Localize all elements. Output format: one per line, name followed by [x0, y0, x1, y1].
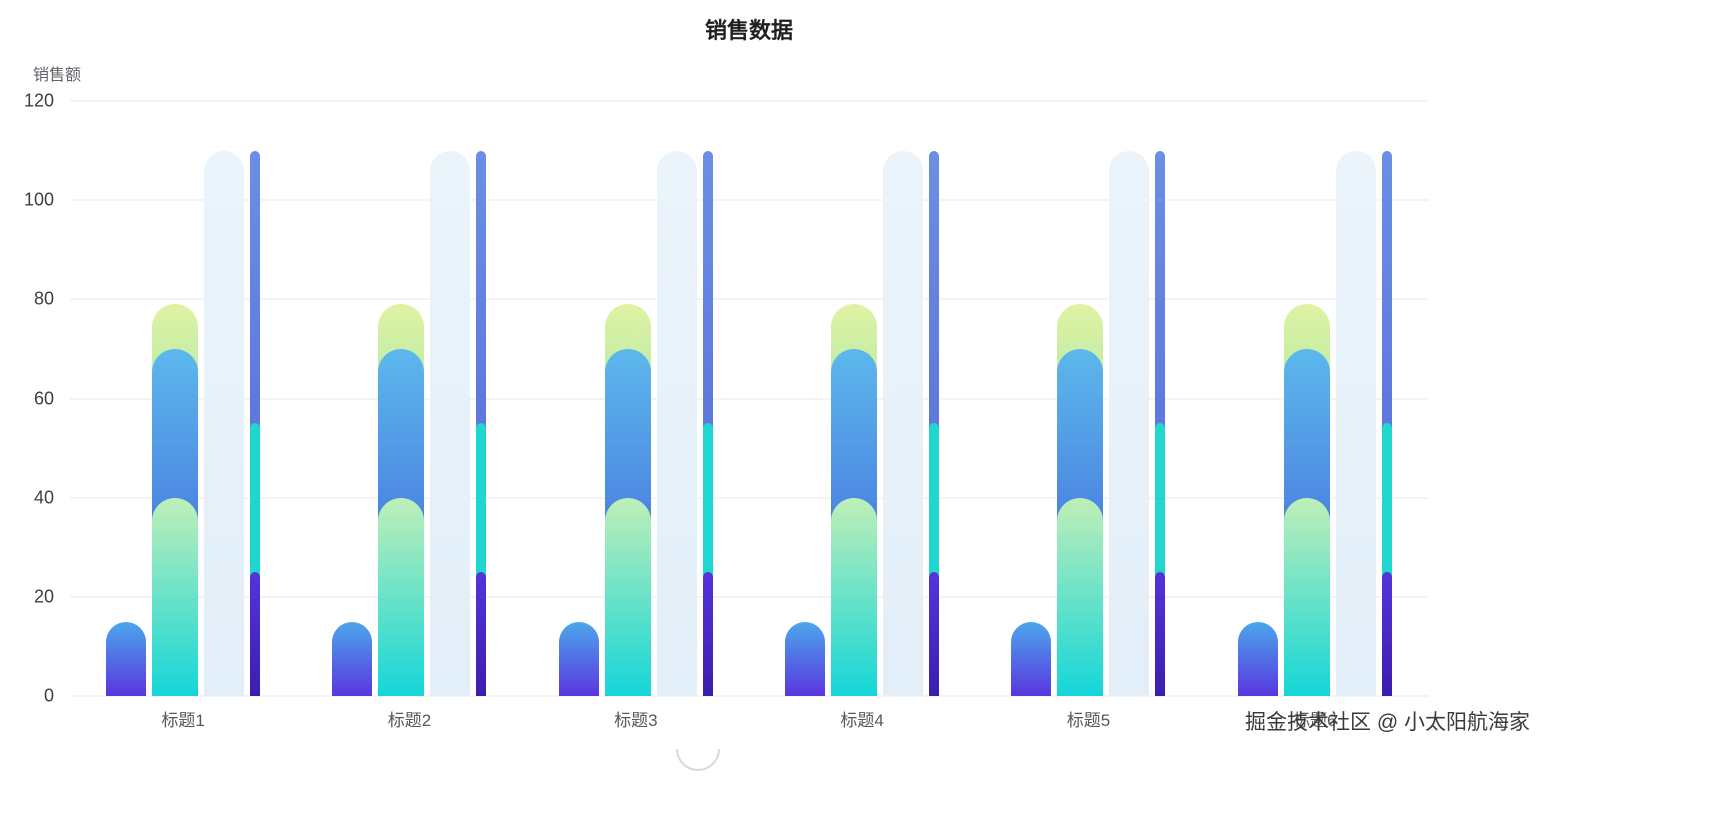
pale-pillar-bar [204, 101, 245, 696]
thin-segment-bar [929, 101, 940, 696]
x-axis-label: 标题1 [161, 711, 205, 730]
thin-purple-bar [702, 572, 713, 696]
teal-gradient-bar [831, 497, 878, 696]
thin-purple-bar [250, 572, 261, 696]
blue-purple-gradient-bar [106, 621, 147, 696]
y-tick-label: 100 [23, 189, 54, 210]
thin-purple-bar [1155, 572, 1166, 696]
gridline [70, 199, 1428, 201]
gridline [70, 695, 1428, 697]
small-rounded-bar [558, 101, 599, 696]
small-rounded-bar [1011, 101, 1052, 696]
pale-pillar-bar [1335, 101, 1376, 696]
thin-segment-bar [1155, 101, 1166, 696]
y-tick-label: 80 [33, 288, 54, 309]
teal-gradient-bar [604, 497, 651, 696]
x-axis-label: 标题3 [614, 711, 658, 730]
small-rounded-bar [106, 101, 147, 696]
pale-blue-bar [204, 150, 245, 696]
y-tick-label: 60 [33, 388, 54, 408]
pale-pillar-bar [656, 101, 697, 696]
bar-group: 标题1 [70, 101, 296, 730]
x-axis-label: 标题4 [840, 711, 884, 730]
gridline [70, 100, 1428, 102]
small-rounded-bar [785, 101, 826, 696]
thin-teal-bar [702, 423, 713, 696]
layered-rounded-bar [1283, 101, 1330, 696]
watermark-text: 掘金技术社区 @ 小太阳航海家 [1245, 711, 1530, 734]
x-axis-label: 标题5 [1066, 711, 1111, 730]
thin-purple-bar [1381, 572, 1392, 696]
thin-teal-bar [476, 423, 487, 696]
y-axis-name: 销售额 [33, 67, 82, 84]
layered-rounded-bar [152, 101, 199, 696]
layered-rounded-bar [378, 101, 425, 696]
thin-segment-bar [476, 101, 487, 696]
bar-group: 标题2 [296, 101, 522, 730]
pale-pillar-bar [430, 101, 471, 696]
plot-area: 0 20 40 60 80 100 120 标题1 标题2 标题3 标题4 标题5 标题6 [24, 91, 1428, 730]
bar-group: 标题3 [523, 101, 749, 730]
gridline [70, 497, 1428, 499]
bar-group: 标题6 [1202, 101, 1428, 730]
teal-gradient-bar [378, 497, 425, 696]
thin-purple-bar [929, 572, 940, 696]
teal-gradient-bar [1283, 497, 1330, 696]
teal-gradient-bar [1057, 497, 1104, 696]
pale-pillar-bar [883, 101, 924, 696]
blue-purple-gradient-bar [1011, 621, 1052, 696]
y-tick-label: 20 [33, 586, 54, 607]
bar-group: 标题5 [975, 101, 1201, 730]
blue-purple-gradient-bar [558, 621, 599, 696]
thin-segment-bar [250, 101, 261, 696]
thin-teal-bar [250, 423, 261, 696]
blue-purple-gradient-bar [1237, 621, 1278, 696]
bar-group: 标题4 [749, 101, 975, 730]
x-axis-label: 标题2 [387, 711, 432, 730]
gridline [70, 398, 1428, 399]
gridline [70, 596, 1428, 598]
gridline [70, 298, 1428, 300]
pale-blue-bar [656, 150, 697, 696]
y-tick-label: 120 [23, 90, 54, 111]
pale-blue-bar [883, 150, 924, 696]
pale-blue-bar [1109, 150, 1150, 696]
pale-pillar-bar [1109, 101, 1150, 696]
x-axis-label: 标题6 [1293, 711, 1337, 730]
bar-groups: 标题1 标题2 标题3 标题4 标题5 标题6 [70, 101, 1428, 730]
y-tick-label: 40 [33, 487, 54, 508]
thin-segment-bar [702, 101, 713, 696]
blue-purple-gradient-bar [785, 621, 826, 696]
layered-rounded-bar [604, 101, 651, 696]
thin-teal-bar [1155, 423, 1166, 696]
decorative-arc [676, 749, 720, 771]
thin-teal-bar [1381, 423, 1392, 696]
small-rounded-bar [1237, 101, 1278, 696]
thin-teal-bar [929, 423, 940, 696]
small-rounded-bar [332, 101, 373, 696]
thin-segment-bar [1381, 101, 1392, 696]
pale-blue-bar [1335, 150, 1376, 696]
layered-rounded-bar [1057, 101, 1104, 696]
pale-blue-bar [430, 150, 471, 696]
layered-rounded-bar [831, 101, 878, 696]
chart-title: 销售数据 [704, 18, 793, 43]
teal-gradient-bar [152, 497, 199, 696]
blue-purple-gradient-bar [332, 621, 373, 696]
thin-purple-bar [476, 572, 487, 696]
y-tick-label: 0 [43, 685, 54, 706]
